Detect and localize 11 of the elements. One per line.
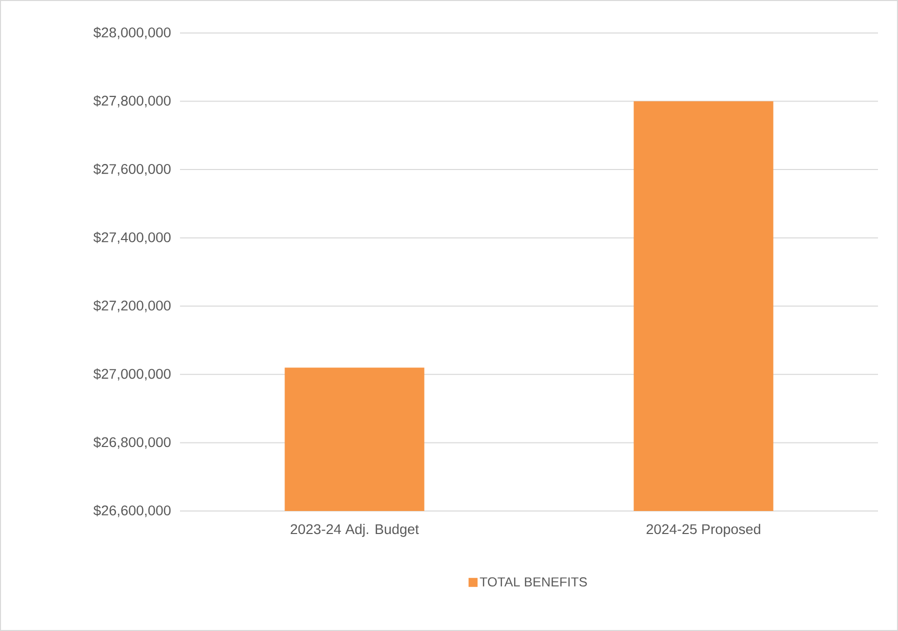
y-tick-label: $27,400,000 [93,232,171,244]
y-tick-label: $27,600,000 [93,163,171,176]
x-tick-label: 2024-25 Proposed [646,524,760,537]
y-tick-label: $27,000,000 [93,368,171,380]
x-tick-label: 2023-24 Adj. Budget [290,524,419,537]
y-tick-label: $26,800,000 [93,436,171,449]
y-tick-label: $27,800,000 [93,95,171,108]
y-tick-label: $27,200,000 [93,300,171,312]
legend-label: TOTAL BENEFITS [480,577,587,587]
y-tick-label: $26,600,000 [93,504,171,518]
y-tick-label: $28,000,000 [93,26,171,40]
